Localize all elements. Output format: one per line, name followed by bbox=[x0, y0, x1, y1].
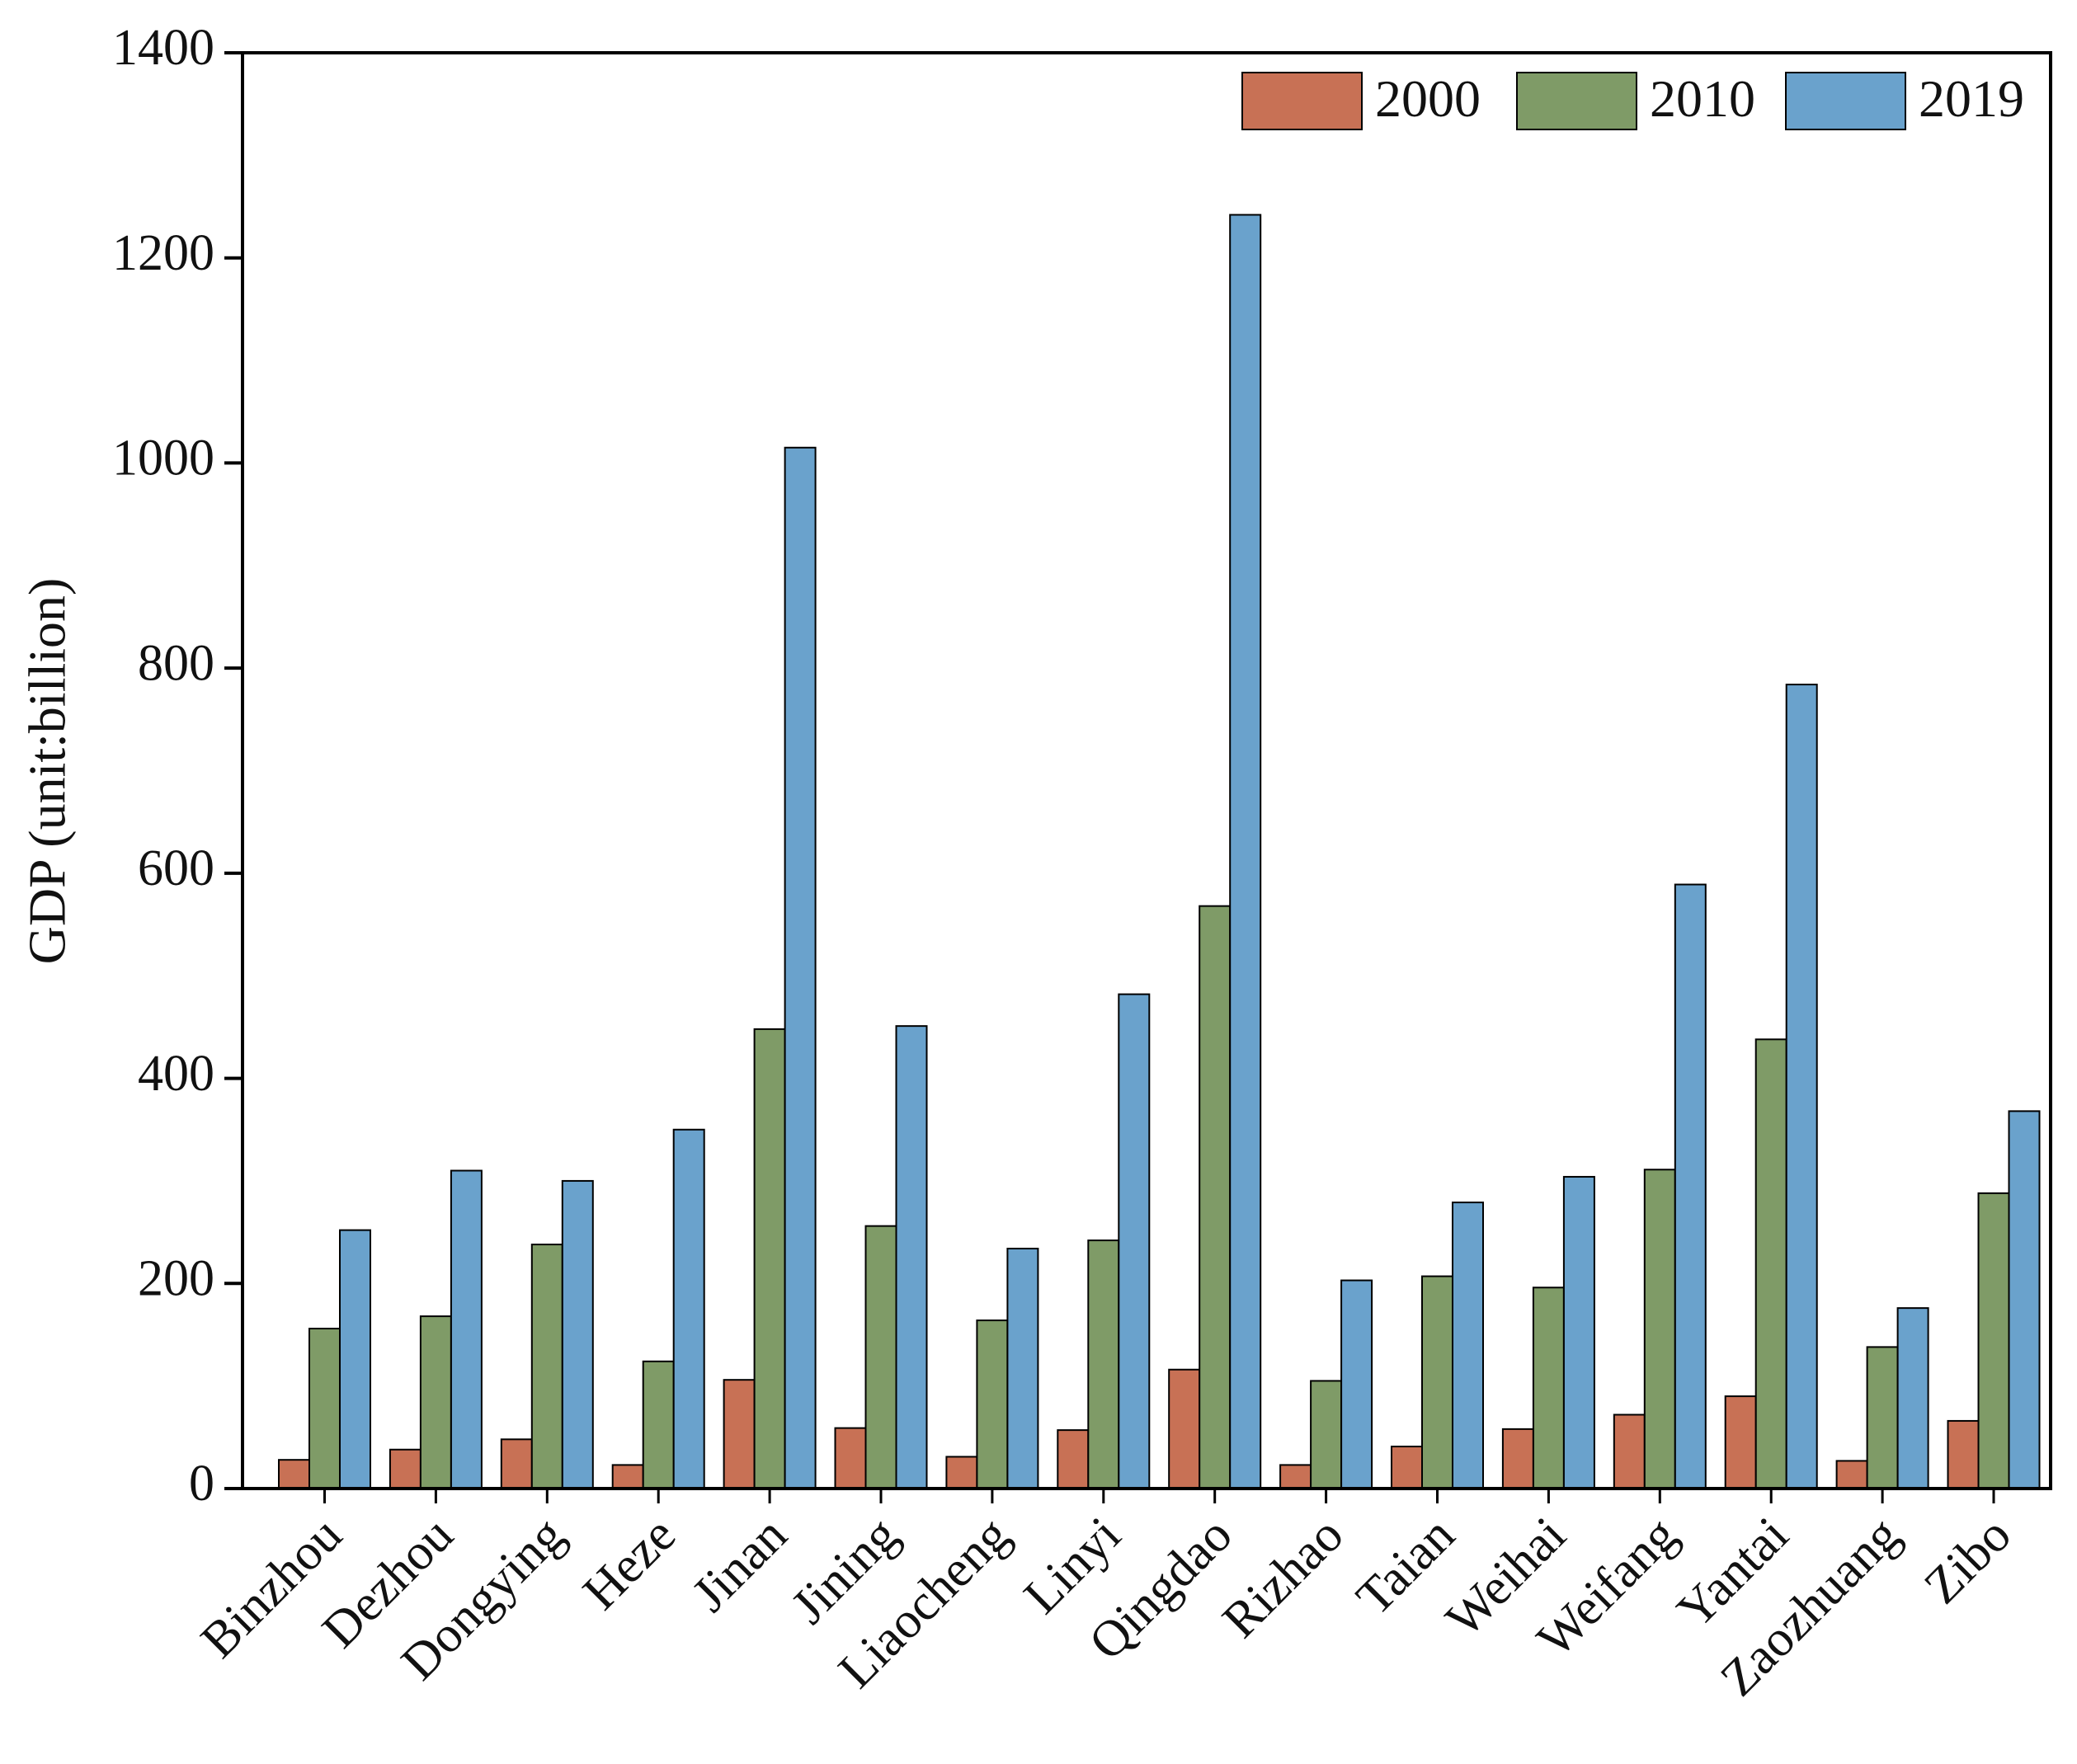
y-tick-label: 1200 bbox=[112, 225, 214, 281]
bar bbox=[1754, 1038, 1787, 1489]
bar bbox=[1340, 1279, 1373, 1490]
x-tick-label: Rizhao bbox=[1212, 1507, 1354, 1649]
bar bbox=[1006, 1248, 1039, 1489]
x-tick-label: Heze bbox=[572, 1507, 686, 1621]
legend-swatch bbox=[1241, 72, 1363, 130]
bar bbox=[1279, 1464, 1312, 1489]
bar bbox=[1866, 1346, 1899, 1489]
bar bbox=[723, 1379, 756, 1489]
bar bbox=[1087, 1240, 1120, 1489]
bar bbox=[1562, 1175, 1595, 1490]
y-tick-label: 0 bbox=[189, 1456, 214, 1512]
bar bbox=[945, 1456, 978, 1490]
bar bbox=[1785, 684, 1818, 1489]
bar bbox=[1643, 1169, 1676, 1489]
bar bbox=[1501, 1428, 1534, 1489]
bar bbox=[1532, 1287, 1565, 1490]
y-tick-label: 400 bbox=[138, 1046, 214, 1102]
bar bbox=[2008, 1110, 2041, 1489]
bar bbox=[1229, 214, 1262, 1490]
bar bbox=[753, 1028, 786, 1489]
legend-swatch bbox=[1516, 72, 1637, 130]
bar bbox=[1168, 1368, 1201, 1490]
bar bbox=[1421, 1275, 1453, 1489]
bar bbox=[500, 1438, 533, 1490]
y-axis-label: GDP (unit:billion) bbox=[18, 578, 77, 965]
bar bbox=[1896, 1307, 1929, 1490]
bar bbox=[1118, 993, 1151, 1489]
bar bbox=[1977, 1192, 2010, 1489]
y-tick-label: 600 bbox=[138, 840, 214, 896]
legend-label: 2010 bbox=[1650, 69, 1755, 128]
bar bbox=[864, 1225, 897, 1490]
bar bbox=[1057, 1429, 1090, 1490]
bar bbox=[530, 1244, 563, 1490]
legend-label: 2000 bbox=[1375, 69, 1481, 128]
bar bbox=[1674, 883, 1707, 1489]
plot-frame bbox=[241, 51, 2052, 1490]
bar bbox=[389, 1448, 422, 1489]
bar bbox=[561, 1179, 594, 1490]
bar bbox=[1452, 1202, 1484, 1489]
bar bbox=[1391, 1446, 1423, 1489]
bar bbox=[1613, 1414, 1646, 1490]
y-tick-label: 1400 bbox=[112, 20, 214, 76]
legend-swatch bbox=[1785, 72, 1906, 130]
legend-label: 2019 bbox=[1919, 69, 2024, 128]
bar bbox=[450, 1169, 483, 1489]
bar bbox=[642, 1360, 675, 1489]
bar bbox=[672, 1128, 705, 1489]
bar bbox=[784, 446, 817, 1489]
x-tick-label: Jinan bbox=[681, 1507, 798, 1623]
bar bbox=[1947, 1419, 1980, 1490]
bar bbox=[1835, 1460, 1868, 1490]
x-tick-label: Binzhou bbox=[191, 1507, 353, 1669]
bar bbox=[1310, 1380, 1343, 1490]
y-tick-label: 200 bbox=[138, 1251, 214, 1307]
bar bbox=[976, 1319, 1009, 1490]
bar bbox=[339, 1229, 371, 1489]
x-tick-label: Zibo bbox=[1914, 1507, 2022, 1615]
y-tick-label: 800 bbox=[138, 635, 214, 691]
bar bbox=[419, 1315, 452, 1489]
bar bbox=[834, 1427, 867, 1489]
y-tick-label: 1000 bbox=[112, 430, 214, 487]
bar bbox=[1724, 1395, 1757, 1490]
bar bbox=[611, 1464, 644, 1489]
bar bbox=[1199, 905, 1232, 1490]
bar bbox=[278, 1459, 310, 1490]
bar bbox=[895, 1025, 928, 1489]
bar bbox=[308, 1328, 341, 1489]
